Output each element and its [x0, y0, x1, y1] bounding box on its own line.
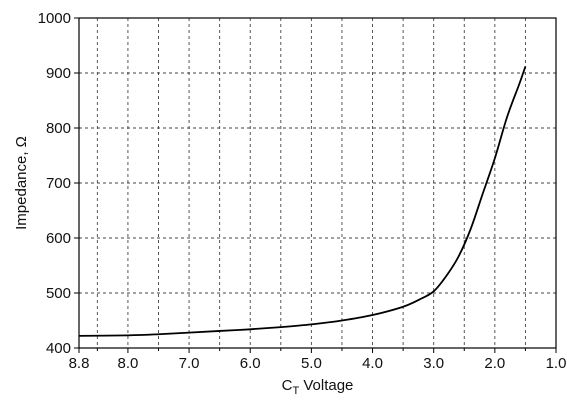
y-tick-label: 1000 [38, 10, 71, 27]
x-tick-label: 8.8 [69, 355, 90, 372]
x-tick-label: 4.0 [362, 355, 383, 372]
tick-layer [74, 17, 557, 353]
x-tick-label: 6.0 [240, 355, 261, 372]
x-tick-label: 3.0 [423, 355, 444, 372]
y-tick-label: 900 [46, 65, 71, 82]
x-tick-label: 5.0 [301, 355, 322, 372]
x-tick-label: 2.0 [484, 355, 505, 372]
series-layer [78, 66, 527, 337]
label-layer: 8.8 8.0 7.0 6.0 5.0 4.0 3.0 2.0 1.0 400 500 600 700 8… [13, 10, 566, 397]
y-tick-label: 400 [46, 340, 71, 357]
x-tick-label: 7.0 [179, 355, 200, 372]
grid-layer [79, 18, 556, 348]
x-tick-label: 1.0 [546, 355, 567, 372]
y-tick-label: 500 [46, 285, 71, 302]
y-tick-label: 800 [46, 120, 71, 137]
plot-frame [78, 17, 557, 349]
x-axis-title: CT Voltage [282, 377, 354, 397]
series-line [78, 66, 527, 337]
x-tick-label: 8.0 [117, 355, 138, 372]
y-tick-label: 600 [46, 230, 71, 247]
y-axis-title: Impedance, Ω [13, 136, 30, 230]
y-tick-label: 700 [46, 175, 71, 192]
